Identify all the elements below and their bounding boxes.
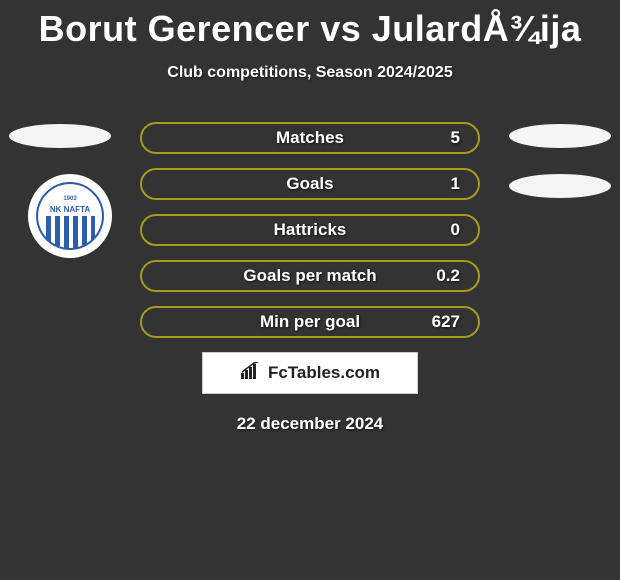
stat-label: Min per goal [142, 312, 478, 332]
stat-right-value: 0 [451, 220, 460, 240]
brand-text: FcTables.com [268, 363, 380, 383]
stat-label: Matches [142, 128, 478, 148]
stat-label: Hattricks [142, 220, 478, 240]
club-badge-icon: 1903 NK NAFTA [36, 182, 104, 250]
stat-right-value: 5 [451, 128, 460, 148]
stat-row-min-per-goal: Min per goal 627 [140, 306, 480, 338]
page-title: Borut Gerencer vs JulardÅ¾ija [0, 0, 620, 50]
club-right-placeholder-icon [509, 174, 611, 198]
player-left-placeholder-icon [9, 124, 111, 148]
brand-box: FcTables.com [202, 352, 418, 394]
stat-right-value: 627 [432, 312, 460, 332]
date-text: 22 december 2024 [0, 414, 620, 434]
stat-rows: Matches 5 Goals 1 Hattricks 0 Goals per … [140, 122, 480, 338]
svg-text:NK NAFTA: NK NAFTA [50, 205, 91, 214]
stat-label: Goals [142, 174, 478, 194]
stat-row-matches: Matches 5 [140, 122, 480, 154]
stat-row-goals: Goals 1 [140, 168, 480, 200]
player-right-placeholder-icon [509, 124, 611, 148]
stat-label: Goals per match [142, 266, 478, 286]
bar-chart-icon [240, 362, 262, 385]
content-area: 1903 NK NAFTA Matches 5 Goals [0, 122, 620, 434]
page-subtitle: Club competitions, Season 2024/2025 [0, 64, 620, 82]
club-badge-left: 1903 NK NAFTA [28, 174, 112, 258]
stat-right-value: 1 [451, 174, 460, 194]
stat-right-value: 0.2 [436, 266, 460, 286]
stat-row-hattricks: Hattricks 0 [140, 214, 480, 246]
stat-row-goals-per-match: Goals per match 0.2 [140, 260, 480, 292]
svg-text:1903: 1903 [63, 196, 77, 202]
